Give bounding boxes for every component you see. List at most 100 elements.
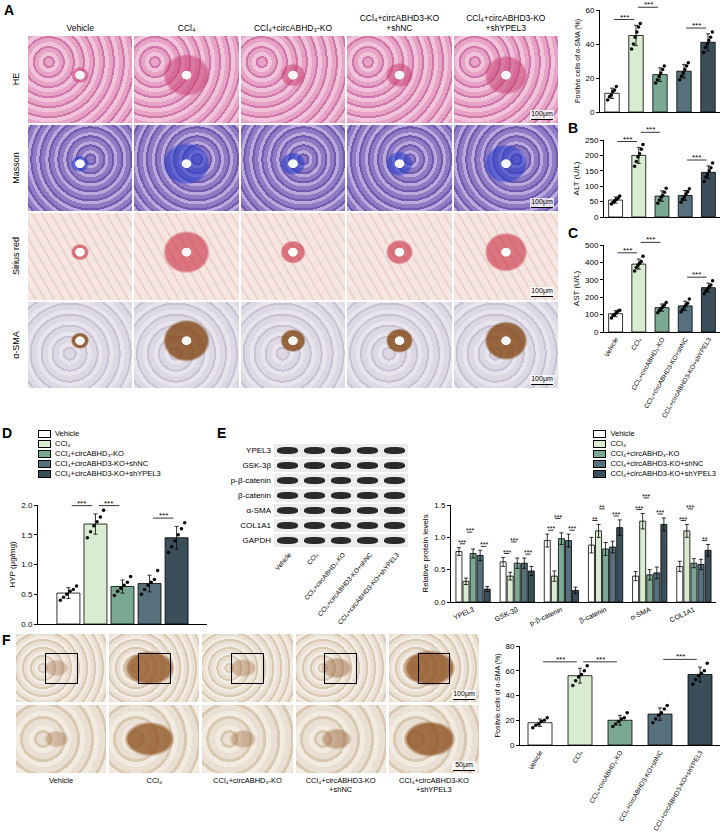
svg-text:***: *** — [623, 246, 632, 255]
svg-text:40: 40 — [505, 691, 514, 700]
svg-text:0: 0 — [594, 213, 599, 222]
svg-text:YPEL3: YPEL3 — [452, 606, 475, 622]
svg-text:***: *** — [692, 153, 701, 162]
svg-text:HYP (μg/mg): HYP (μg/mg) — [8, 541, 17, 588]
svg-text:***: *** — [612, 511, 620, 518]
svg-text:40: 40 — [585, 40, 594, 49]
html-text:CCl₄: CCl₄ — [305, 551, 320, 566]
svg-text:***: *** — [480, 541, 488, 548]
svg-text:1.5: 1.5 — [21, 531, 33, 540]
svg-text:400: 400 — [585, 258, 599, 267]
svg-text:20: 20 — [585, 74, 594, 83]
svg-text:***: *** — [644, 0, 653, 9]
svg-text:60: 60 — [585, 6, 594, 15]
svg-text:**: ** — [592, 516, 598, 523]
svg-text:500: 500 — [585, 241, 599, 250]
svg-text:100: 100 — [585, 182, 599, 191]
svg-text:***: *** — [159, 511, 168, 520]
svg-text:COL1A1: COL1A1 — [669, 606, 696, 624]
html-text:Vehicle: Vehicle — [66, 23, 94, 34]
html-text:CCl₄+circABHD3-KO+shYPEL3: CCl₄+circABHD3-KO+shYPEL3 — [335, 551, 400, 626]
svg-text:50: 50 — [589, 197, 598, 206]
svg-text:***: *** — [623, 135, 632, 144]
svg-text:***: *** — [524, 549, 532, 556]
svg-text:0.5: 0.5 — [21, 590, 33, 599]
svg-text:β-catenin: β-catenin — [578, 606, 608, 626]
svg-text:***: *** — [692, 270, 701, 279]
svg-text:CCl₄+circABHD3-KO+shYPEL3: CCl₄+circABHD3-KO+shYPEL3 — [652, 749, 704, 832]
svg-text:Positvie cells of α-SMA (%): Positvie cells of α-SMA (%) — [574, 19, 582, 103]
svg-text:100: 100 — [585, 310, 599, 319]
svg-text:***: *** — [646, 125, 655, 134]
svg-text:ALT (U/L): ALT (U/L) — [572, 161, 581, 195]
svg-text:***: *** — [635, 505, 643, 512]
svg-text:0.0: 0.0 — [434, 598, 446, 607]
svg-text:60: 60 — [505, 667, 514, 676]
svg-text:AST (U/L): AST (U/L) — [572, 270, 581, 306]
html-text:CCl₄: CCl₄ — [177, 23, 196, 34]
svg-text:***: *** — [458, 539, 466, 546]
svg-text:***: *** — [656, 509, 664, 516]
svg-text:80: 80 — [505, 642, 514, 651]
svg-text:CCl₄+circABHD3-KO+shYPEL3: CCl₄+circABHD3-KO+shYPEL3 — [660, 336, 712, 419]
svg-text:Vehicle: Vehicle — [603, 336, 620, 358]
svg-text:CCl₄+circABHD3-KO+shNC: CCl₄+circABHD3-KO+shNC — [617, 749, 664, 823]
svg-text:0: 0 — [590, 108, 595, 117]
svg-text:CCl₄: CCl₄ — [571, 749, 584, 764]
svg-text:***: *** — [642, 493, 650, 500]
svg-text:1.5: 1.5 — [434, 501, 446, 510]
svg-text:200: 200 — [585, 293, 599, 302]
svg-text:200: 200 — [585, 151, 599, 160]
svg-text:***: *** — [77, 499, 86, 508]
svg-text:***: *** — [104, 499, 113, 508]
svg-text:***: *** — [554, 514, 562, 521]
svg-text:CCl₄+circABHD3-KO+shNC: CCl₄+circABHD3-KO+shNC — [642, 336, 689, 410]
svg-text:GSK-3β: GSK-3β — [493, 606, 519, 624]
svg-text:300: 300 — [585, 276, 599, 285]
svg-text:***: *** — [547, 525, 555, 532]
svg-text:Relative protein levels: Relative protein levels — [421, 514, 430, 592]
svg-text:Vehicle: Vehicle — [527, 749, 544, 771]
html-text:+shNC: +shNC — [386, 23, 413, 34]
html-text:A: A — [4, 2, 15, 18]
svg-text:CCl₄+circABHD₃-KO: CCl₄+circABHD₃-KO — [588, 749, 624, 804]
html-text:Vehicle: Vehicle — [273, 551, 293, 572]
html-text:+shYPEL3: +shYPEL3 — [485, 23, 526, 34]
svg-text:250: 250 — [585, 136, 599, 145]
html-text:B: B — [568, 120, 579, 136]
svg-text:***: *** — [686, 504, 694, 511]
svg-text:**: ** — [702, 536, 708, 543]
svg-text:***: *** — [620, 13, 629, 22]
svg-text:α-SMA: α-SMA — [629, 605, 652, 621]
svg-text:***: *** — [510, 537, 518, 544]
html-text:C: C — [568, 225, 579, 241]
svg-text:***: *** — [568, 525, 576, 532]
svg-text:2.0: 2.0 — [21, 501, 33, 510]
svg-text:***: *** — [596, 655, 605, 664]
svg-text:0: 0 — [510, 741, 515, 750]
html-text:CCl₄ +circABHD3-KO: CCl₄ +circABHD3-KO — [466, 13, 546, 24]
html-text:CCl₄+circABHD3-KO+shNC: CCl₄+circABHD3-KO+shNC — [315, 551, 374, 618]
svg-text:***: *** — [556, 655, 565, 664]
svg-text:0.5: 0.5 — [434, 565, 446, 574]
svg-text:***: *** — [503, 549, 511, 556]
html-text:CCl₄ +circABHD₃-KO: CCl₄ +circABHD₃-KO — [254, 23, 332, 34]
svg-text:***: *** — [646, 235, 655, 244]
svg-text:1.0: 1.0 — [434, 533, 446, 542]
svg-text:1.0: 1.0 — [21, 560, 33, 569]
svg-text:p-β-catenin: p-β-catenin — [529, 606, 564, 628]
svg-text:Positvie cells of α-SMA (%): Positvie cells of α-SMA (%) — [494, 653, 502, 737]
svg-text:**: ** — [599, 504, 605, 511]
svg-text:***: *** — [676, 652, 685, 661]
svg-text:***: *** — [466, 527, 474, 534]
svg-text:CCl₄+circABHD₃-KO: CCl₄+circABHD₃-KO — [630, 336, 666, 391]
html-text:CCl₄ +circABHD3-KO: CCl₄ +circABHD3-KO — [359, 13, 439, 24]
svg-text:***: *** — [692, 21, 701, 30]
svg-text:***: *** — [679, 516, 687, 523]
svg-text:0: 0 — [594, 328, 599, 337]
svg-text:0.0: 0.0 — [21, 620, 33, 629]
html-text:CCl₄+circABHD₃-KO: CCl₄+circABHD₃-KO — [302, 551, 347, 602]
svg-text:150: 150 — [585, 167, 599, 176]
svg-text:CCl₄: CCl₄ — [630, 336, 643, 351]
svg-text:20: 20 — [505, 716, 514, 725]
